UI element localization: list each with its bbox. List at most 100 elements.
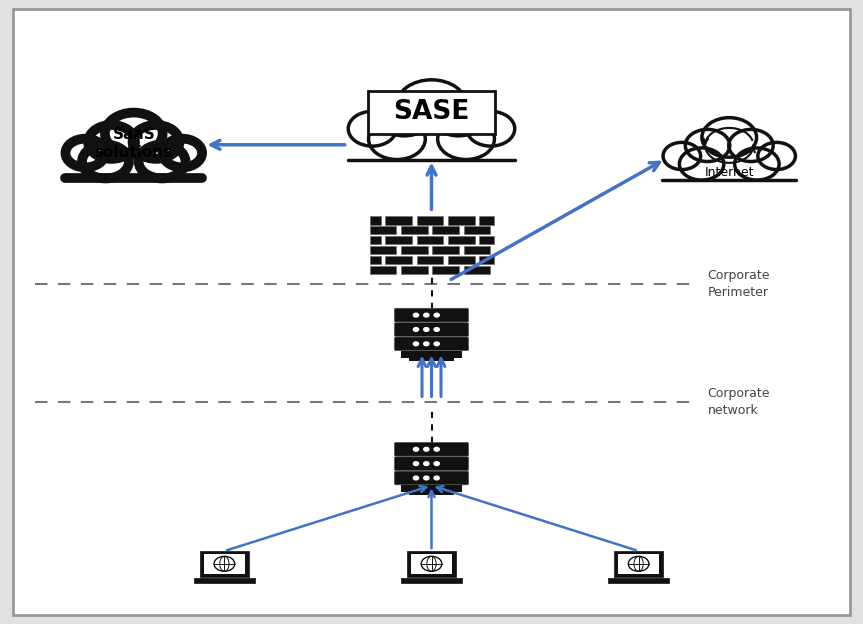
Bar xyxy=(386,256,413,264)
FancyBboxPatch shape xyxy=(13,9,850,615)
Text: Corporate
Perimeter: Corporate Perimeter xyxy=(708,269,770,299)
Bar xyxy=(369,217,381,225)
Circle shape xyxy=(376,95,432,136)
Circle shape xyxy=(424,476,429,480)
Text: Corporate
network: Corporate network xyxy=(708,388,770,417)
Circle shape xyxy=(434,328,439,331)
Circle shape xyxy=(434,313,439,317)
Circle shape xyxy=(413,342,419,346)
Circle shape xyxy=(434,462,439,466)
Circle shape xyxy=(369,119,425,160)
Circle shape xyxy=(349,111,396,146)
FancyBboxPatch shape xyxy=(408,492,455,495)
Circle shape xyxy=(162,139,202,167)
Bar xyxy=(448,236,475,244)
Circle shape xyxy=(88,125,135,159)
Bar xyxy=(401,266,428,274)
FancyBboxPatch shape xyxy=(394,471,469,485)
Circle shape xyxy=(685,129,730,162)
Text: Internet: Internet xyxy=(704,167,754,179)
Bar xyxy=(479,217,494,225)
Circle shape xyxy=(434,476,439,480)
Circle shape xyxy=(105,112,162,154)
Circle shape xyxy=(663,142,701,170)
Circle shape xyxy=(349,111,396,146)
FancyBboxPatch shape xyxy=(199,551,249,577)
FancyBboxPatch shape xyxy=(408,358,455,361)
Bar xyxy=(417,236,444,244)
Bar xyxy=(369,256,381,264)
FancyBboxPatch shape xyxy=(618,553,659,574)
Bar xyxy=(386,217,413,225)
Circle shape xyxy=(424,342,429,346)
Circle shape xyxy=(702,118,757,157)
Circle shape xyxy=(728,129,773,162)
Circle shape xyxy=(139,145,186,178)
FancyBboxPatch shape xyxy=(394,308,469,322)
Circle shape xyxy=(413,447,419,451)
Circle shape xyxy=(424,313,429,317)
Bar xyxy=(386,236,413,244)
Circle shape xyxy=(413,313,419,317)
Bar xyxy=(345,129,518,160)
Circle shape xyxy=(434,342,439,346)
Bar xyxy=(479,236,494,244)
Circle shape xyxy=(369,119,425,160)
FancyBboxPatch shape xyxy=(394,442,469,456)
Circle shape xyxy=(431,95,487,136)
Circle shape xyxy=(397,80,466,130)
FancyBboxPatch shape xyxy=(394,337,469,351)
Bar xyxy=(401,246,428,254)
Circle shape xyxy=(734,148,779,180)
Circle shape xyxy=(702,118,757,157)
Bar xyxy=(660,156,798,180)
FancyBboxPatch shape xyxy=(400,578,463,583)
Circle shape xyxy=(431,95,487,136)
Circle shape xyxy=(467,111,514,146)
FancyBboxPatch shape xyxy=(394,457,469,470)
Circle shape xyxy=(679,148,724,180)
Circle shape xyxy=(88,125,135,159)
Bar xyxy=(479,256,494,264)
Bar xyxy=(417,217,444,225)
Bar xyxy=(417,256,444,264)
FancyBboxPatch shape xyxy=(608,578,670,583)
Circle shape xyxy=(438,119,494,160)
FancyBboxPatch shape xyxy=(394,323,469,336)
Bar xyxy=(448,256,475,264)
Circle shape xyxy=(376,95,432,136)
Bar xyxy=(432,266,459,274)
Circle shape xyxy=(397,80,466,130)
Text: SaaS
solutions: SaaS solutions xyxy=(95,127,173,160)
Circle shape xyxy=(133,125,180,159)
Circle shape xyxy=(82,145,129,178)
FancyBboxPatch shape xyxy=(614,551,664,577)
Circle shape xyxy=(424,328,429,331)
Circle shape xyxy=(133,125,180,159)
FancyBboxPatch shape xyxy=(411,553,452,574)
Bar xyxy=(63,153,205,178)
Bar xyxy=(65,154,203,178)
Circle shape xyxy=(434,447,439,451)
Circle shape xyxy=(663,142,701,170)
Circle shape xyxy=(734,148,779,180)
Circle shape xyxy=(467,111,514,146)
FancyBboxPatch shape xyxy=(368,91,495,134)
Bar xyxy=(463,246,490,254)
FancyBboxPatch shape xyxy=(406,551,457,577)
Circle shape xyxy=(139,145,186,178)
Circle shape xyxy=(758,142,796,170)
Circle shape xyxy=(66,139,105,167)
Bar xyxy=(662,157,797,180)
Bar xyxy=(432,246,459,254)
FancyBboxPatch shape xyxy=(401,485,462,492)
Bar xyxy=(463,227,490,235)
Circle shape xyxy=(105,112,162,154)
Text: SASE: SASE xyxy=(394,99,469,125)
FancyBboxPatch shape xyxy=(193,578,255,583)
Bar xyxy=(369,227,396,235)
Bar xyxy=(463,266,490,274)
Circle shape xyxy=(685,129,730,162)
Circle shape xyxy=(438,119,494,160)
Circle shape xyxy=(424,462,429,466)
